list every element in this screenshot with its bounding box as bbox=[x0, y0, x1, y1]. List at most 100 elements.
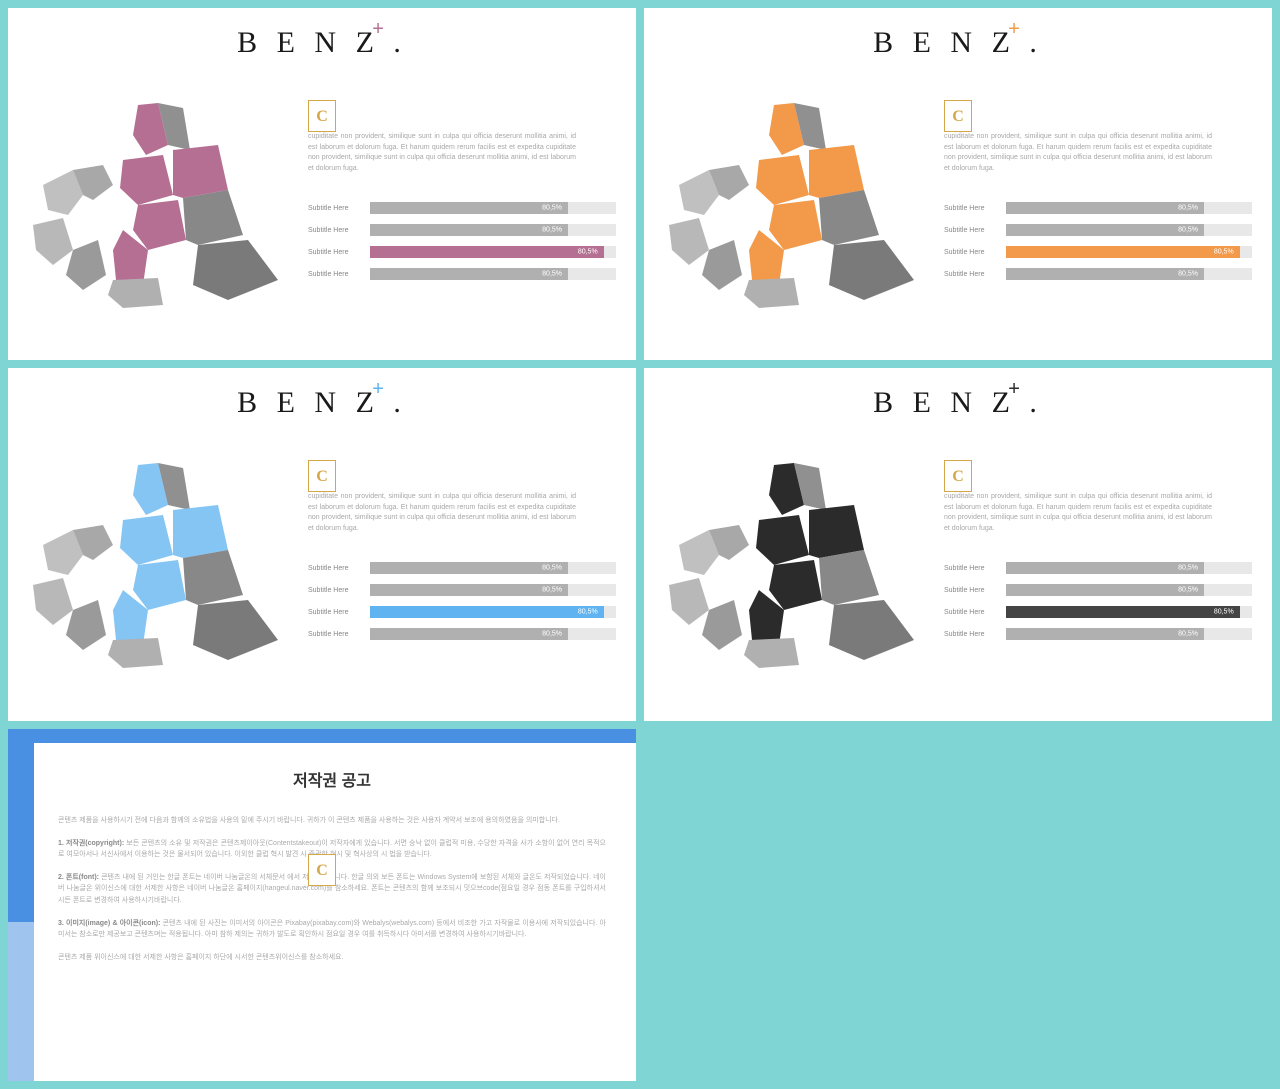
bar-value: 80,5% bbox=[542, 631, 562, 638]
bar-label: Subtitle Here bbox=[944, 587, 1006, 594]
bar-label: Subtitle Here bbox=[944, 609, 1006, 616]
bar-value: 80,5% bbox=[1214, 609, 1234, 616]
map-shapes bbox=[669, 103, 914, 308]
contents-badge: C bbox=[308, 100, 336, 132]
contents-badge: C bbox=[944, 460, 972, 492]
bar-fill: 80,5% bbox=[370, 268, 568, 280]
slide-1: B E N Z . + bbox=[8, 8, 636, 360]
map-shapes bbox=[33, 103, 278, 308]
bar-value: 80,5% bbox=[1178, 205, 1198, 212]
bar-chart: Subtitle Here 80,5% Subtitle Here 80,5% Su… bbox=[944, 202, 1252, 280]
copyright-bold: 1. 저작권(copyright): bbox=[58, 840, 124, 847]
bar-row: Subtitle Here 80,5% bbox=[308, 202, 616, 214]
bar-value: 80,5% bbox=[1178, 271, 1198, 278]
bar-value: 80,5% bbox=[578, 609, 598, 616]
plus-icon: + bbox=[1008, 18, 1020, 41]
content-right: C cupiditate non provident, similique su… bbox=[308, 100, 616, 290]
bar-value: 80,5% bbox=[1178, 587, 1198, 594]
copyright-para: 콘텐츠 제품을 사용하시기 전에 다음과 함께의 소유법을 사용의 밑에 주시기… bbox=[58, 815, 606, 826]
bar-track: 80,5% bbox=[370, 268, 616, 280]
bar-fill: 80,5% bbox=[370, 224, 568, 236]
map-svg bbox=[28, 100, 288, 310]
bar-track: 80,5% bbox=[1006, 584, 1252, 596]
bar-label: Subtitle Here bbox=[308, 631, 370, 638]
bar-row: Subtitle Here 80,5% bbox=[308, 246, 616, 258]
bar-fill: 80,5% bbox=[370, 606, 604, 618]
bar-track: 80,5% bbox=[370, 224, 616, 236]
bar-fill: 80,5% bbox=[1006, 628, 1204, 640]
copyright-text: 콘텐츠 제품 위이신스에 대한 서제한 사항은 홈페이지 하단에 시서한 콘텐츠… bbox=[58, 954, 343, 961]
bar-track: 80,5% bbox=[1006, 224, 1252, 236]
bar-label: Subtitle Here bbox=[308, 587, 370, 594]
bar-fill: 80,5% bbox=[1006, 606, 1240, 618]
bar-fill: 80,5% bbox=[370, 628, 568, 640]
contents-badge: C bbox=[944, 100, 972, 132]
bar-value: 80,5% bbox=[578, 249, 598, 256]
content-right: C cupiditate non provident, similique su… bbox=[944, 100, 1252, 290]
copyright-bold: 2. 폰트(font): bbox=[58, 874, 99, 881]
bar-label: Subtitle Here bbox=[944, 205, 1006, 212]
bar-chart: Subtitle Here80,5% Subtitle Here80,5% Su… bbox=[944, 562, 1252, 640]
bar-label: Subtitle Here bbox=[308, 205, 370, 212]
body-text: cupiditate non provident, similique sunt… bbox=[308, 492, 576, 534]
bar-row: Subtitle Here 80,5% bbox=[308, 268, 616, 280]
bar-label: Subtitle Here bbox=[308, 609, 370, 616]
bar-label: Subtitle Here bbox=[308, 227, 370, 234]
bar-value: 80,5% bbox=[542, 565, 562, 572]
bar-fill: 80,5% bbox=[1006, 224, 1204, 236]
bar-fill: 80,5% bbox=[1006, 562, 1204, 574]
bar-track: 80,5% bbox=[370, 202, 616, 214]
bar-track: 80,5% bbox=[370, 584, 616, 596]
slide-grid: B E N Z . + bbox=[8, 8, 1272, 1081]
copyright-slide: 저작권 공고 콘텐츠 제품을 사용하시기 전에 다음과 함께의 소유법을 사용의… bbox=[8, 729, 636, 1081]
bar-value: 80,5% bbox=[542, 271, 562, 278]
bar-track: 80,5% bbox=[370, 562, 616, 574]
bar-label: Subtitle Here bbox=[308, 249, 370, 256]
bar-fill: 80,5% bbox=[370, 584, 568, 596]
copyright-para: 3. 이미지(image) & 아이콘(icon): 콘텐츠 내에 된 사진는 … bbox=[58, 918, 606, 940]
copyright-top-bar bbox=[8, 729, 636, 743]
bar-value: 80,5% bbox=[1178, 227, 1198, 234]
copyright-badge: C bbox=[308, 854, 336, 886]
bar-label: Subtitle Here bbox=[944, 227, 1006, 234]
bar-track: 80,5% bbox=[1006, 628, 1252, 640]
map-svg bbox=[664, 100, 924, 310]
europe-map bbox=[664, 100, 924, 310]
content-right: C cupiditate non provident, similique su… bbox=[944, 460, 1252, 650]
bar-fill: 80,5% bbox=[1006, 246, 1240, 258]
copyright-left-bar bbox=[8, 729, 34, 1081]
bar-fill: 80,5% bbox=[370, 246, 604, 258]
plus-icon: + bbox=[372, 378, 384, 401]
copyright-left-top bbox=[8, 729, 34, 923]
bar-row: Subtitle Here 80,5% bbox=[308, 224, 616, 236]
body-text: cupiditate non provident, similique sunt… bbox=[308, 132, 576, 174]
bar-fill: 80,5% bbox=[1006, 202, 1204, 214]
copyright-text: 콘텐츠 제품을 사용하시기 전에 다음과 함께의 소유법을 사용의 밑에 주시기… bbox=[58, 817, 560, 824]
europe-map bbox=[28, 460, 288, 670]
plus-icon: + bbox=[1008, 378, 1020, 401]
slide-2: B E N Z . + bbox=[644, 8, 1272, 360]
europe-map bbox=[28, 100, 288, 310]
bar-value: 80,5% bbox=[1178, 631, 1198, 638]
slide-3: B E N Z . + bbox=[8, 368, 636, 720]
bar-track: 80,5% bbox=[370, 606, 616, 618]
copyright-title: 저작권 공고 bbox=[58, 767, 606, 791]
bar-track: 80,5% bbox=[1006, 606, 1252, 618]
europe-map bbox=[664, 460, 924, 670]
copyright-left-bottom bbox=[8, 922, 34, 1081]
bar-track: 80,5% bbox=[1006, 246, 1252, 258]
copyright-para: 콘텐츠 제품 위이신스에 대한 서제한 사항은 홈페이지 하단에 시서한 콘텐츠… bbox=[58, 952, 606, 963]
bar-label: Subtitle Here bbox=[944, 249, 1006, 256]
bar-track: 80,5% bbox=[370, 628, 616, 640]
bar-track: 80,5% bbox=[1006, 202, 1252, 214]
body-text: cupiditate non provident, similique sunt… bbox=[944, 492, 1212, 534]
bar-value: 80,5% bbox=[1214, 249, 1234, 256]
body-text: cupiditate non provident, similique sunt… bbox=[944, 132, 1212, 174]
bar-label: Subtitle Here bbox=[308, 271, 370, 278]
copyright-bold: 3. 이미지(image) & 아이콘(icon): bbox=[58, 920, 160, 927]
bar-fill: 80,5% bbox=[370, 562, 568, 574]
bar-track: 80,5% bbox=[1006, 268, 1252, 280]
bar-fill: 80,5% bbox=[1006, 584, 1204, 596]
bar-value: 80,5% bbox=[1178, 565, 1198, 572]
content-right: C cupiditate non provident, similique su… bbox=[308, 460, 616, 650]
